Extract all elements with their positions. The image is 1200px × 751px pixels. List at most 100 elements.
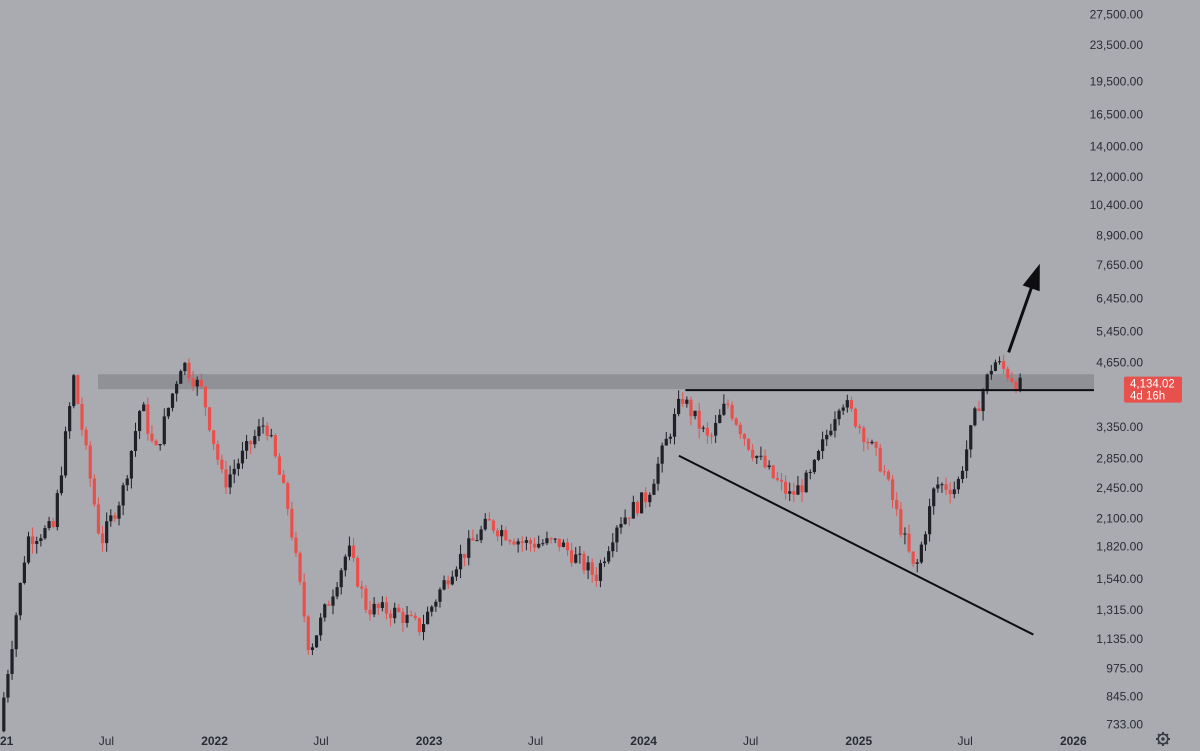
candle-up: [932, 488, 936, 507]
candle-down: [92, 478, 96, 505]
candle-down: [113, 515, 117, 519]
candle-up: [125, 478, 129, 486]
candle-up: [43, 528, 47, 539]
candle-up: [426, 611, 430, 625]
candle-down: [80, 403, 84, 430]
candle-up: [997, 361, 1002, 363]
candle-down: [944, 484, 948, 490]
candle-down: [294, 537, 298, 554]
price-tick-label: 975.00: [1106, 662, 1143, 676]
price-axis[interactable]: 27,500.00 23,500.00 19,500.00 16,500.00 14,0…: [1090, 7, 1144, 731]
candle-up: [68, 406, 72, 432]
candle-up: [72, 375, 76, 407]
candle-down: [783, 481, 788, 494]
time-axis[interactable]: 2021 Jul 2022 Jul 2023 Jul 2024 Jul 2025 Jul 2026: [0, 734, 1087, 748]
candles-layer: [2, 354, 1022, 733]
time-tick-label: Jul: [743, 734, 758, 748]
candle-up: [755, 456, 759, 459]
price-tick-label: 3,350.00: [1096, 420, 1143, 434]
candle-down: [899, 509, 903, 535]
candle-down: [298, 553, 302, 582]
candle-up: [837, 410, 841, 420]
candle-up: [319, 617, 323, 636]
candle-up: [541, 543, 545, 545]
candle-down: [409, 614, 413, 616]
candle-up: [39, 538, 43, 542]
candle-up: [960, 470, 965, 480]
candle-down: [306, 616, 310, 651]
candle-down: [775, 478, 779, 480]
candle-down: [376, 603, 380, 609]
candle-up: [759, 455, 763, 457]
candle-down: [265, 425, 269, 436]
candle-down: [705, 427, 710, 436]
candle-up: [347, 545, 352, 557]
candle-up: [919, 544, 923, 563]
candle-down: [327, 604, 331, 606]
gear-icon-ring: [1157, 733, 1169, 745]
candle-down: [96, 504, 101, 534]
candle-up: [133, 431, 138, 451]
candle-up: [693, 410, 697, 417]
candle-down: [557, 538, 561, 547]
candle-up: [969, 425, 973, 450]
candle-down: [302, 581, 306, 617]
candle-down: [100, 533, 105, 544]
candle-down: [1002, 361, 1006, 369]
candle-up: [22, 562, 26, 583]
candle-up: [639, 492, 644, 514]
candle-down: [1010, 378, 1014, 383]
candle-up: [516, 541, 520, 545]
candle-up: [26, 536, 31, 563]
candle-up: [467, 538, 471, 558]
candle-down: [495, 530, 500, 537]
candle-down: [417, 618, 421, 633]
candle-up: [656, 463, 660, 484]
descending-trendline[interactable]: [678, 454, 1034, 636]
candle-up: [253, 436, 257, 445]
candle-down: [401, 611, 405, 623]
candle-up: [598, 563, 603, 581]
candle-down: [84, 429, 88, 446]
candle-down: [853, 408, 858, 427]
candle-down: [907, 533, 911, 552]
candle-down: [216, 444, 220, 460]
candle-up: [602, 561, 607, 564]
candle-down: [413, 615, 417, 619]
current-price-label: 4,134.02: [1130, 379, 1175, 391]
candle-up: [442, 580, 446, 590]
price-tick-label: 27,500.00: [1090, 7, 1144, 21]
candle-up: [314, 635, 319, 648]
candle-down: [212, 430, 216, 445]
candle-up: [162, 416, 166, 445]
price-tick-label: 1,540.00: [1096, 572, 1143, 586]
candle-up: [981, 391, 985, 412]
candle-up: [660, 445, 664, 464]
candle-up: [833, 419, 837, 431]
candle-up: [35, 541, 39, 544]
candle-down: [644, 492, 648, 503]
candle-down: [565, 542, 570, 551]
candle-up: [421, 624, 426, 633]
candle-down: [681, 398, 685, 404]
candle-up: [923, 534, 928, 545]
candle-up: [166, 407, 171, 417]
candle-down: [730, 404, 734, 419]
candle-up: [47, 521, 51, 529]
candle-up: [903, 533, 907, 535]
candle-down: [388, 613, 393, 619]
bar-countdown-label: 4d 16h: [1130, 391, 1165, 403]
bullish-arrow-head-icon[interactable]: [1022, 263, 1040, 292]
candle-up: [940, 484, 944, 486]
candle-up: [323, 604, 327, 618]
time-tick-label: 2023: [416, 734, 443, 748]
candle-up: [1018, 377, 1022, 391]
candle-down: [977, 408, 981, 412]
candle-up: [138, 411, 142, 432]
time-tick-label: Jul: [957, 734, 972, 748]
candle-up: [158, 444, 162, 446]
candle-up: [623, 517, 627, 524]
candle-up: [808, 472, 812, 474]
gear-icon[interactable]: [1156, 732, 1170, 746]
